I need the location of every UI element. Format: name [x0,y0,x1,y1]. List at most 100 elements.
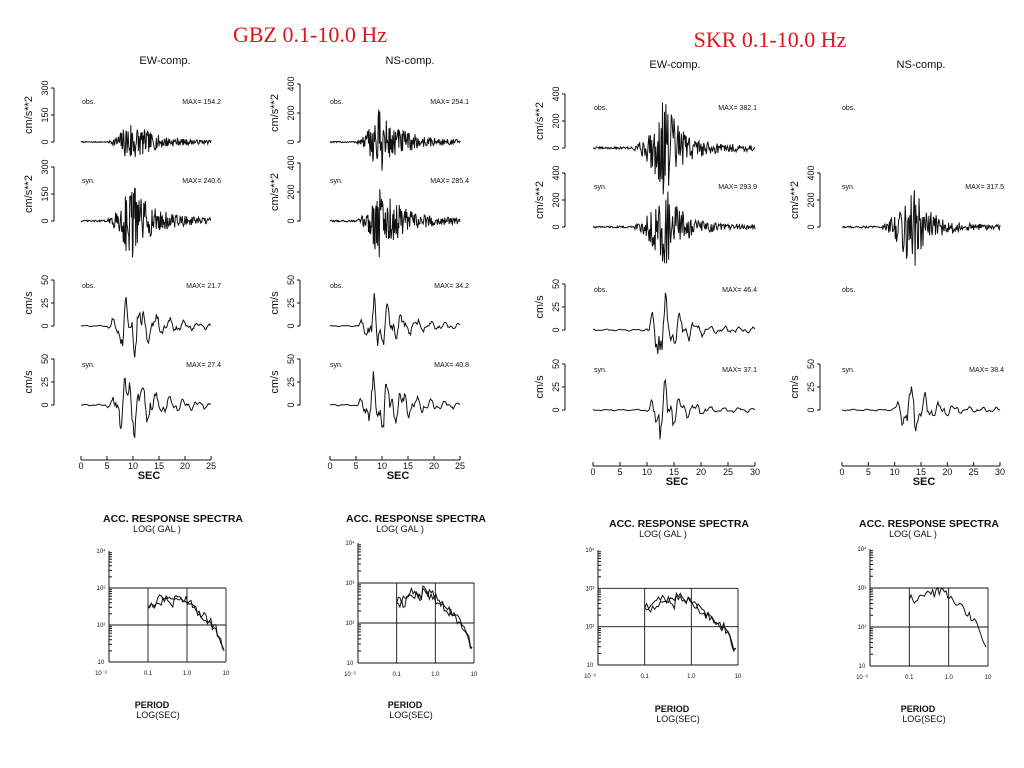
x-tick-label: 15 [154,461,164,471]
waveform [80,377,212,438]
time-axis: 0 5 10 15 20 25 SEC [78,456,216,482]
x-tick-label: 25 [723,467,733,477]
max-value: MAX= 27.4 [186,362,221,369]
spectrum-x-unit: LOG(SEC) [389,710,433,720]
component-title: EW-comp. [139,55,190,67]
y-axis-label: cm/s [534,375,546,399]
trace-label: obs. [82,99,95,106]
y-axis-label: cm/s [789,375,801,399]
trace-panel-acc-syn: syn. MAX= 285.4 0 200 400 cm/s**2 [269,155,469,258]
max-value: MAX= 285.4 [430,178,469,185]
max-value: MAX= 382.1 [718,105,757,112]
time-axis: 0 5 10 15 20 25 SEC [327,456,465,482]
station-title-skr: SKR 0.1-10.0 Hz [694,27,847,52]
x-tick-label: 20 [696,467,706,477]
spectrum-y-tick: 10⁴ [585,547,595,554]
trace-panel-vel-obs: obs. [842,287,855,294]
y-tick-label: 0 [806,224,816,229]
trace-column-skr-ns: NS-comp.obs.syn. MAX= 317.50200400cm/s**2… [789,59,1005,488]
spectrum-y-label: LOG( GAL ) [376,524,424,534]
y-tick-label: 25 [806,382,816,392]
x-tick-label: 30 [750,467,760,477]
y-tick-label: 0 [551,327,561,332]
x-tick-label: 15 [669,467,679,477]
trace-panel-vel-obs: obs. MAX= 46.4 0 25 50 cm/s [534,279,757,355]
trace-label: syn. [82,362,95,369]
spectrum-x-tick: 1.0 [944,675,953,681]
time-axis: 0 5 10 15 20 25 30 SEC [839,462,1005,488]
trace-panel-acc-syn: syn. MAX= 293.9 0 200 400 cm/s**2 [534,165,757,264]
waveform [329,293,461,346]
trace-panel-acc-obs: obs. MAX= 382.1 0 200 400 cm/s**2 [534,86,757,195]
spectrum-x-unit: LOG(SEC) [902,714,946,724]
spectrum-curve [644,591,736,650]
y-tick-label: 25 [286,298,296,308]
spectrum-x-label: PERIOD [901,704,936,714]
spectrum-y-tick: 10 [587,663,594,669]
x-tick-label: 15 [916,467,926,477]
spectrum-y-tick: 10³ [346,581,355,587]
y-tick-label: 0 [40,402,50,407]
trace-column-gbz-ns: NS-comp.obs. MAX= 254.10200400cm/s**2syn.… [269,55,469,482]
y-tick-label: 50 [551,279,561,289]
trace-label: syn. [842,184,855,191]
y-axis-label: cm/s**2 [534,181,546,219]
trace-label: obs. [594,105,607,112]
max-value: MAX= 154.2 [182,99,221,106]
x-tick-label: 25 [206,461,216,471]
spectrum-curve [644,594,737,653]
max-value: MAX= 34.2 [434,283,469,290]
spectrum-x-unit: LOG(SEC) [656,714,700,724]
x-axis-label: SEC [913,476,936,488]
waveform [80,187,212,258]
trace-panel-vel-syn: syn. MAX= 37.1 0 25 50 cm/s [534,359,757,440]
trace-panel-acc-obs: obs. [842,105,855,112]
spectrum-title: ACC. RESPONSE SPECTRA [346,513,486,525]
x-tick-label: 5 [353,461,358,471]
waveform [592,292,756,355]
spectrum-y-tick: 10 [859,664,866,670]
waveform [592,102,756,195]
y-tick-label: 0 [40,323,50,328]
spectrum-curve [396,585,473,649]
y-tick-label: 200 [286,105,296,120]
spectrum-x-tick: 0.1 [640,674,649,680]
y-tick-label: 200 [551,192,561,207]
spectrum-curve [396,587,473,649]
spectrum-y-tick: 10³ [97,586,106,592]
y-tick-label: 400 [286,76,296,91]
component-title: NS-comp. [897,59,946,71]
trace-panel-vel-syn: syn. MAX= 40.8 0 25 50 cm/s [269,354,469,429]
y-tick-label: 0 [40,218,50,223]
y-axis-label: cm/s [23,370,35,394]
spectrum-x-tick: 1.0 [431,672,440,678]
trace-panel-acc-obs: obs. MAX= 154.2 0 150 300 cm/s**2 [23,80,221,158]
spectrum-y-label: LOG( GAL ) [133,524,181,534]
y-axis-label: cm/s [269,291,281,315]
max-value: MAX= 293.9 [718,184,757,191]
y-tick-label: 25 [551,302,561,312]
spectrum-y-tick: 10² [346,621,355,627]
spectrum-x-tick: 1.0 [183,671,192,677]
y-tick-label: 400 [551,86,561,101]
spectrum-x-unit: LOG(SEC) [136,710,180,720]
spectrum-x-tick: 0.1 [905,675,914,681]
y-tick-label: 200 [286,184,296,199]
trace-label: obs. [594,287,607,294]
spectrum-x-tick: 10⁻² [344,672,356,678]
waveform [841,190,1001,266]
x-axis-label: SEC [138,470,161,482]
y-tick-label: 0 [286,402,296,407]
x-tick-label: 10 [890,467,900,477]
spectrum-x-label: PERIOD [135,700,170,710]
trace-panel-vel-obs: obs. MAX= 34.2 0 25 50 cm/s [269,275,469,346]
x-tick-label: 5 [104,461,109,471]
x-tick-label: 25 [455,461,465,471]
spectrum-curve [147,594,225,651]
trace-label: syn. [82,178,95,185]
spectrum-x-tick: 1.0 [687,674,696,680]
y-axis-label: cm/s**2 [269,94,281,132]
x-axis-label: SEC [666,476,689,488]
